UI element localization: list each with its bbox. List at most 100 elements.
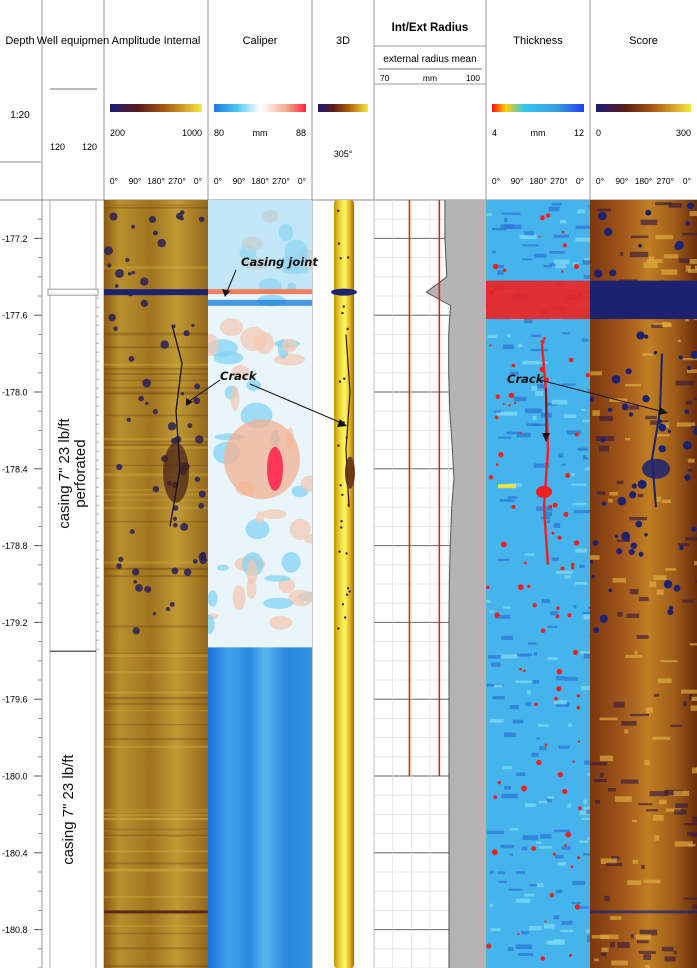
score-image-base bbox=[590, 200, 697, 968]
thk-texture bbox=[495, 615, 511, 619]
amp-perforation-spot bbox=[116, 563, 122, 569]
score-texture bbox=[590, 371, 602, 376]
thk-texture bbox=[502, 344, 514, 350]
score-texture bbox=[649, 581, 657, 587]
thk-texture bbox=[556, 676, 566, 681]
thk-thin-spot bbox=[570, 562, 575, 567]
score-texture bbox=[652, 814, 664, 821]
amp-perforation-spot bbox=[152, 409, 158, 415]
amp-perforation-spot bbox=[109, 212, 118, 221]
thk-texture bbox=[585, 457, 589, 460]
d3-spot bbox=[337, 627, 340, 630]
score-texture bbox=[592, 410, 600, 416]
cal-patch bbox=[288, 589, 312, 607]
score-texture bbox=[608, 498, 613, 503]
amp-crack-trace bbox=[169, 324, 183, 527]
thk-thin-spot bbox=[488, 475, 494, 480]
thk-thin-spot bbox=[560, 566, 565, 571]
score-spot bbox=[653, 350, 658, 355]
thk-texture bbox=[497, 558, 509, 561]
amp-texture-band bbox=[104, 896, 208, 899]
thk-texture bbox=[555, 570, 573, 574]
thickness-image-track bbox=[486, 200, 590, 968]
score-texture bbox=[688, 694, 693, 700]
thk-texture bbox=[493, 410, 504, 413]
score-texture bbox=[655, 234, 674, 240]
thk-thin-spot bbox=[568, 357, 574, 363]
score-texture bbox=[594, 799, 601, 804]
thk-texture bbox=[524, 803, 536, 807]
thk-thin-spot bbox=[493, 795, 498, 800]
score-texture bbox=[683, 897, 697, 900]
thk-texture bbox=[547, 796, 555, 799]
cal-patch bbox=[245, 519, 270, 540]
thk-texture bbox=[584, 257, 590, 261]
score-spot bbox=[616, 548, 623, 555]
amp-colorbar bbox=[110, 104, 202, 112]
d3-casing-joint bbox=[331, 288, 357, 296]
thk-texture bbox=[551, 557, 559, 561]
d3-spot bbox=[346, 587, 350, 590]
score-texture bbox=[690, 425, 697, 428]
d3-spot bbox=[338, 550, 341, 553]
thk-thin-spot bbox=[562, 243, 567, 248]
annotation-crack-left-arrow-2 bbox=[249, 383, 345, 425]
thk-texture bbox=[489, 719, 504, 723]
score-texture bbox=[678, 258, 690, 263]
thk-texture bbox=[583, 274, 590, 279]
thk-texture bbox=[501, 635, 513, 640]
thk-thin-spot bbox=[519, 667, 523, 671]
d3-spot bbox=[337, 444, 340, 447]
thk-thin-spot bbox=[495, 463, 499, 466]
score-texture bbox=[607, 788, 616, 792]
cal-image-lower bbox=[208, 647, 312, 968]
score-scale-min: 0 bbox=[596, 128, 601, 138]
score-texture bbox=[594, 958, 599, 962]
score-spot bbox=[684, 474, 691, 481]
score-texture bbox=[665, 808, 681, 812]
score-texture bbox=[631, 819, 637, 823]
score-texture bbox=[649, 791, 669, 797]
thk-thin-spot bbox=[568, 953, 573, 957]
score-texture bbox=[663, 254, 679, 259]
cal-patch bbox=[216, 564, 229, 571]
thk-thin-spot bbox=[523, 561, 527, 565]
score-scale-max: 300 bbox=[676, 128, 691, 138]
amp-azimuth-tick: 90° bbox=[129, 176, 142, 186]
score-texture bbox=[630, 933, 634, 939]
thk-texture bbox=[574, 581, 588, 585]
thk-thin-spot bbox=[536, 759, 542, 766]
score-crack-zone bbox=[642, 458, 670, 479]
score-texture bbox=[694, 561, 697, 566]
score-spot bbox=[635, 520, 643, 528]
thk-texture bbox=[555, 263, 567, 269]
score-texture bbox=[596, 491, 606, 495]
score-spot bbox=[611, 375, 621, 384]
rad-track-title: Int/Ext Radius bbox=[392, 22, 469, 34]
thk-thin-spot bbox=[556, 668, 563, 675]
score-texture bbox=[670, 724, 682, 728]
amp-perforation-spot bbox=[180, 522, 189, 531]
score-texture bbox=[694, 265, 697, 270]
thk-texture bbox=[488, 654, 503, 659]
thk-thin-spot bbox=[556, 686, 562, 692]
score-spot bbox=[684, 409, 690, 415]
thk-texture bbox=[536, 883, 544, 888]
score-spot bbox=[621, 531, 630, 541]
cal-patch bbox=[263, 597, 294, 609]
score-casing-joint bbox=[590, 280, 697, 320]
score-spot bbox=[590, 397, 594, 403]
score-texture bbox=[616, 539, 630, 542]
thk-texture bbox=[512, 719, 524, 724]
thk-texture bbox=[554, 829, 571, 833]
thk-scale-min: 4 bbox=[492, 128, 497, 138]
amp-perforation-spot bbox=[171, 567, 179, 575]
thk-texture bbox=[586, 934, 590, 938]
thk-texture bbox=[584, 760, 590, 765]
thk-thin-spot bbox=[531, 846, 537, 851]
cal-azimuth-tick: 180° bbox=[251, 176, 269, 186]
amp-perforation-spot bbox=[107, 263, 112, 268]
thk-texture bbox=[579, 810, 590, 815]
amp-perforation-spot bbox=[104, 246, 113, 256]
thk-texture bbox=[561, 920, 573, 925]
